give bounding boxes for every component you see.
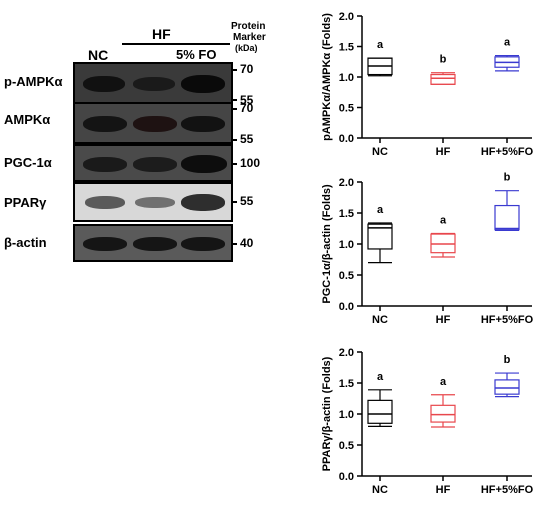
y-tick-label: 0.5 — [339, 440, 354, 452]
y-tick-label: 2.0 — [339, 347, 354, 359]
boxplot-panel-1: 0.0 0.5 1.0 1.5 2.0 pAMPKα/AMPKα (Folds) NC a HF… — [321, 11, 534, 158]
band — [181, 194, 225, 211]
y-tick-label: 2.0 — [339, 11, 354, 23]
y-axis-label: PPARγ/β-actin (Folds) — [321, 356, 333, 471]
row-label-ampk: AMPKα — [4, 112, 51, 127]
y-tick-label: 1.0 — [339, 409, 354, 421]
band — [181, 116, 225, 132]
row-label-beta-actin: β-actin — [4, 235, 47, 250]
band — [133, 237, 177, 251]
box-hf-5-fo — [494, 56, 520, 68]
band — [83, 76, 125, 92]
marker-unit: (kDa) — [235, 43, 258, 53]
significance-letter: b — [440, 54, 447, 66]
band — [181, 155, 227, 173]
box-nc — [367, 223, 393, 250]
x-tick-label-hf-5-fo: HF+5%FO — [481, 484, 534, 496]
marker-tick — [231, 201, 237, 203]
marker-55: 55 — [240, 194, 254, 208]
hf-bracket-line — [122, 43, 230, 45]
band — [133, 157, 177, 172]
boxplot-panel-2: 0.0 0.5 1.0 1.5 2.0 PGC-1α/β-actin (Folds) NC a… — [321, 172, 534, 326]
blot-beta-actin — [73, 224, 233, 262]
boxplot-panel-3: 0.0 0.5 1.0 1.5 2.0 PPARγ/β-actin (Folds) NC a H… — [321, 347, 534, 496]
marker-40: 40 — [240, 236, 254, 250]
marker-tick — [231, 108, 237, 110]
box-hf — [430, 233, 456, 254]
significance-letter: b — [504, 172, 511, 184]
marker-title-2: Marker — [233, 32, 266, 43]
band — [133, 77, 175, 91]
marker-100: 100 — [240, 156, 261, 170]
x-tick-label-nc: NC — [372, 146, 388, 158]
significance-letter: a — [377, 371, 384, 383]
band — [83, 157, 127, 172]
y-tick-label: 0.0 — [339, 133, 354, 145]
band — [83, 116, 127, 132]
significance-letter: a — [440, 376, 447, 388]
x-tick-label-hf: HF — [436, 146, 451, 158]
band — [133, 116, 177, 132]
band — [135, 197, 175, 208]
significance-letter: a — [377, 39, 384, 51]
marker-title-1: Protein — [231, 21, 266, 32]
y-tick-label: 1.5 — [339, 208, 354, 220]
row-label-p-ampk: p-AMPKα — [4, 74, 63, 89]
y-tick-label: 2.0 — [339, 177, 354, 189]
box-hf-5-fo — [494, 379, 520, 395]
marker-tick — [231, 243, 237, 245]
y-tick-label: 1.0 — [339, 239, 354, 251]
y-axis-label: PGC-1α/β-actin (Folds) — [321, 184, 333, 304]
blot-pgc — [73, 144, 233, 182]
y-tick-label: 1.5 — [339, 378, 354, 390]
y-tick-label: 1.5 — [339, 42, 354, 54]
significance-letter: a — [377, 204, 384, 216]
box-hf — [430, 73, 456, 85]
band — [181, 75, 225, 93]
box-nc — [367, 399, 393, 424]
x-tick-label-hf: HF — [436, 484, 451, 496]
x-tick-label-hf: HF — [436, 314, 451, 326]
y-tick-label: 0.5 — [339, 270, 354, 282]
band — [85, 196, 125, 209]
blot-p-ampk — [73, 62, 233, 104]
x-tick-label-hf-5-fo: HF+5%FO — [481, 146, 534, 158]
x-tick-label-hf-5-fo: HF+5%FO — [481, 314, 534, 326]
marker-tick — [231, 163, 237, 165]
row-label-pgc: PGC-1α — [4, 155, 52, 170]
significance-letter: b — [504, 354, 511, 366]
band — [181, 237, 225, 251]
marker-tick — [231, 139, 237, 141]
header-hf: HF — [152, 26, 171, 42]
blot-ampk — [73, 102, 233, 144]
y-tick-label: 0.0 — [339, 471, 354, 483]
blot-ppar — [73, 182, 233, 222]
marker-tick — [231, 69, 237, 71]
y-tick-label: 1.0 — [339, 72, 354, 84]
box-hf-5-fo — [494, 204, 520, 231]
band — [83, 237, 127, 251]
y-tick-label: 0.0 — [339, 301, 354, 313]
box-hf — [430, 404, 456, 423]
marker-tick — [231, 99, 237, 101]
header-nc: NC — [88, 47, 109, 63]
significance-letter: a — [504, 37, 511, 49]
significance-letter: a — [440, 214, 447, 226]
marker-55: 55 — [240, 93, 254, 107]
x-tick-label-nc: NC — [372, 484, 388, 496]
header-fo: 5% FO — [176, 47, 217, 62]
x-tick-label-nc: NC — [372, 314, 388, 326]
marker-70: 70 — [240, 62, 254, 76]
marker-55: 55 — [240, 132, 254, 146]
y-tick-label: 0.5 — [339, 103, 354, 115]
row-label-ppar: PPARγ — [4, 195, 47, 210]
marker-70: 70 — [240, 101, 254, 115]
box-nc — [367, 57, 393, 76]
y-axis-label: pAMPKα/AMPKα (Folds) — [321, 13, 333, 141]
